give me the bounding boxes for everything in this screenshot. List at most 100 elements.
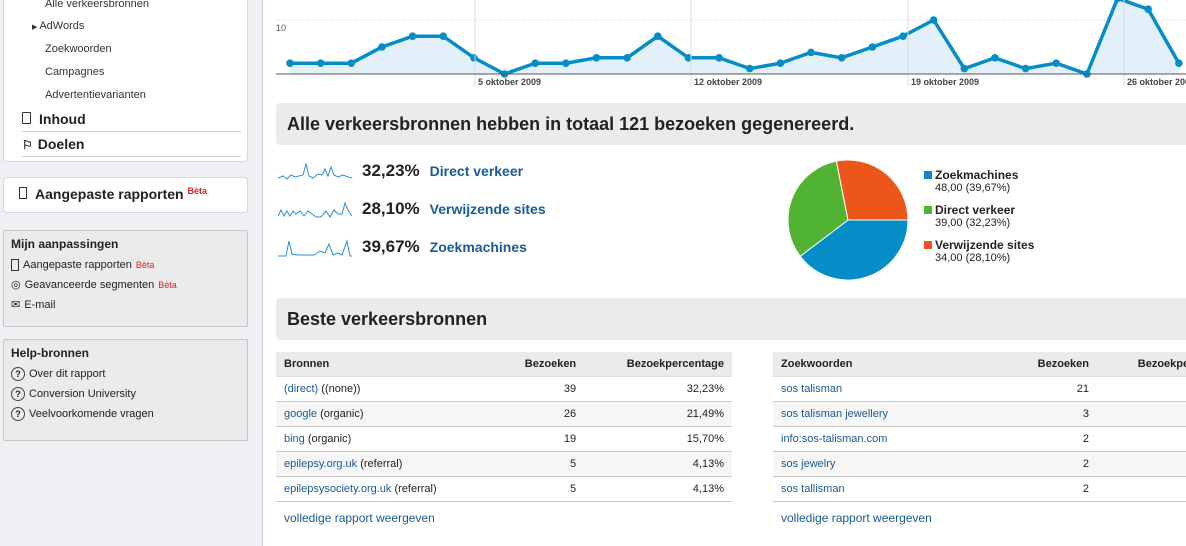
source-link[interactable]: bing	[284, 433, 305, 445]
pie-slice[interactable]	[787, 160, 849, 257]
pie-slice[interactable]	[799, 219, 909, 281]
stat-link[interactable]: Zoekmachines	[429, 239, 527, 255]
data-point[interactable]	[531, 59, 539, 67]
data-point[interactable]	[807, 48, 815, 57]
full-report-link[interactable]: volledige rapport weergeven	[781, 511, 932, 525]
data-point[interactable]	[286, 59, 294, 67]
keyword-cell: sos talisman jewellery	[773, 401, 961, 427]
data-point[interactable]	[1021, 64, 1030, 73]
stat-search: 39,67% Zoekmachines	[278, 236, 527, 258]
visits-cell: 39	[496, 376, 585, 402]
column-header[interactable]: Bronnen	[276, 352, 497, 377]
data-point[interactable]	[439, 32, 448, 40]
legend-item: Direct verkeer 39,00 (32,23%)	[924, 203, 1015, 229]
pct-cell: 32,23%	[584, 376, 732, 402]
data-point[interactable]	[868, 43, 877, 51]
x-tick-label: 19 oktober 2009	[911, 77, 979, 87]
custom-reports-link[interactable]: Aangepaste rapporten Bèta	[11, 255, 240, 275]
pie-slice[interactable]	[835, 159, 909, 221]
nav-keywords[interactable]: Zoekwoorden	[45, 43, 112, 55]
legend-label: Zoekmachines	[935, 168, 1019, 182]
pie-chart	[787, 159, 909, 281]
stat-link[interactable]: Direct verkeer	[429, 163, 524, 179]
data-point[interactable]	[837, 54, 846, 62]
link-label: Over dit rapport	[29, 368, 106, 380]
data-point[interactable]	[776, 59, 785, 67]
legend-swatch	[924, 206, 932, 214]
source-link[interactable]: epilepsysociety.org.uk	[284, 483, 392, 495]
column-header[interactable]: Bezoekpercentage	[1097, 352, 1186, 377]
stat-referral: 28,10% Verwijzende sites	[278, 198, 546, 220]
data-point[interactable]	[654, 32, 662, 40]
keyword-link[interactable]: info:sos-talisman.com	[781, 433, 888, 445]
data-point[interactable]	[1114, 0, 1122, 3]
keyword-link[interactable]: sos talisman	[781, 383, 843, 395]
visits-cell: 5	[496, 451, 585, 477]
data-point[interactable]	[715, 54, 723, 62]
table-row: epilepsy.org.uk (referral) 5 4,13%	[276, 451, 732, 477]
y-tick-label: 10	[276, 23, 286, 33]
stat-pct: 28,10%	[362, 199, 420, 218]
page-icon	[22, 112, 31, 124]
nav-all-sources[interactable]: Alle verkeersbronnen	[45, 0, 149, 10]
help-link[interactable]: ? Conversion University	[11, 384, 240, 404]
table-row: sos talisman 21	[773, 376, 1186, 402]
data-point[interactable]	[347, 59, 356, 67]
help-link[interactable]: ? Veelvoorkomende vragen	[11, 404, 240, 424]
pct-cell: 15,70%	[584, 426, 732, 452]
table-row: sos jewelry 2	[773, 451, 1186, 477]
medium: (referral)	[391, 483, 437, 495]
source-link[interactable]: epilepsy.org.uk	[284, 458, 358, 470]
source-link[interactable]: google	[284, 408, 318, 420]
data-point[interactable]	[929, 16, 938, 24]
nav-content[interactable]: Inhoud	[22, 107, 241, 132]
help-icon: ?	[11, 367, 25, 381]
data-point[interactable]	[960, 64, 969, 73]
summary-title: Alle verkeersbronnen hebben in totaal 12…	[276, 103, 1186, 145]
data-point[interactable]	[899, 32, 907, 40]
data-point[interactable]	[684, 54, 693, 62]
report-icon	[19, 187, 27, 199]
data-point[interactable]	[991, 54, 999, 62]
source-link[interactable]: (direct)	[284, 383, 319, 395]
custom-reports-label: Aangepaste rapporten	[35, 186, 184, 202]
envelope-icon: ✉	[11, 299, 21, 311]
data-point[interactable]	[470, 54, 478, 62]
custom-reports-button[interactable]: Aangepaste rapporten Bèta	[3, 177, 248, 213]
keywords-table: ZoekwoordenBezoekenBezoekpercentage sos …	[773, 352, 1186, 502]
keyword-link[interactable]: sos talisman jewellery	[781, 408, 888, 420]
nav-ad-variants[interactable]: Advertentievarianten	[45, 89, 146, 101]
stat-link[interactable]: Verwijzende sites	[429, 201, 546, 217]
column-header[interactable]: Bezoeken	[961, 352, 1097, 377]
data-point[interactable]	[562, 59, 570, 67]
data-point[interactable]	[592, 54, 601, 62]
nav-goals[interactable]: ⚐ Doelen	[22, 132, 241, 157]
data-point[interactable]	[408, 32, 417, 40]
data-point[interactable]	[623, 54, 631, 62]
legend-label: Direct verkeer	[935, 203, 1016, 217]
beta-badge: Bèta	[158, 280, 177, 290]
nav-campaigns[interactable]: Campagnes	[45, 66, 105, 78]
legend-item: Verwijzende sites 34,00 (28,10%)	[924, 238, 1034, 264]
column-header[interactable]: Bezoekpercentage	[584, 352, 732, 377]
data-point[interactable]	[1144, 5, 1152, 13]
source-cell: google (organic)	[276, 401, 497, 427]
keyword-link[interactable]: sos tallisman	[781, 483, 845, 495]
column-header[interactable]: Bezoeken	[496, 352, 585, 377]
full-report-link[interactable]: volledige rapport weergeven	[284, 511, 435, 525]
data-point[interactable]	[1052, 59, 1061, 67]
data-point[interactable]	[745, 64, 754, 73]
email-link[interactable]: ✉ E-mail	[11, 295, 240, 315]
help-link[interactable]: ? Over dit rapport	[11, 364, 240, 384]
visits-cell: 2	[961, 451, 1097, 477]
advanced-segments-link[interactable]: ◎ Geavanceerde segmenten Bèta	[11, 275, 240, 295]
nav-adwords[interactable]: ▶ AdWords	[32, 20, 84, 32]
beta-badge: Bèta	[187, 186, 207, 196]
x-tick-label: 12 oktober 2009	[694, 77, 762, 87]
data-point[interactable]	[378, 43, 386, 51]
data-point[interactable]	[316, 59, 325, 67]
data-point[interactable]	[1175, 59, 1183, 67]
column-header[interactable]: Zoekwoorden	[773, 352, 961, 377]
sources-table: Bronnen Bezoeken Bezoekpercentage (direct)…	[276, 352, 732, 502]
keyword-link[interactable]: sos jewelry	[781, 458, 836, 470]
